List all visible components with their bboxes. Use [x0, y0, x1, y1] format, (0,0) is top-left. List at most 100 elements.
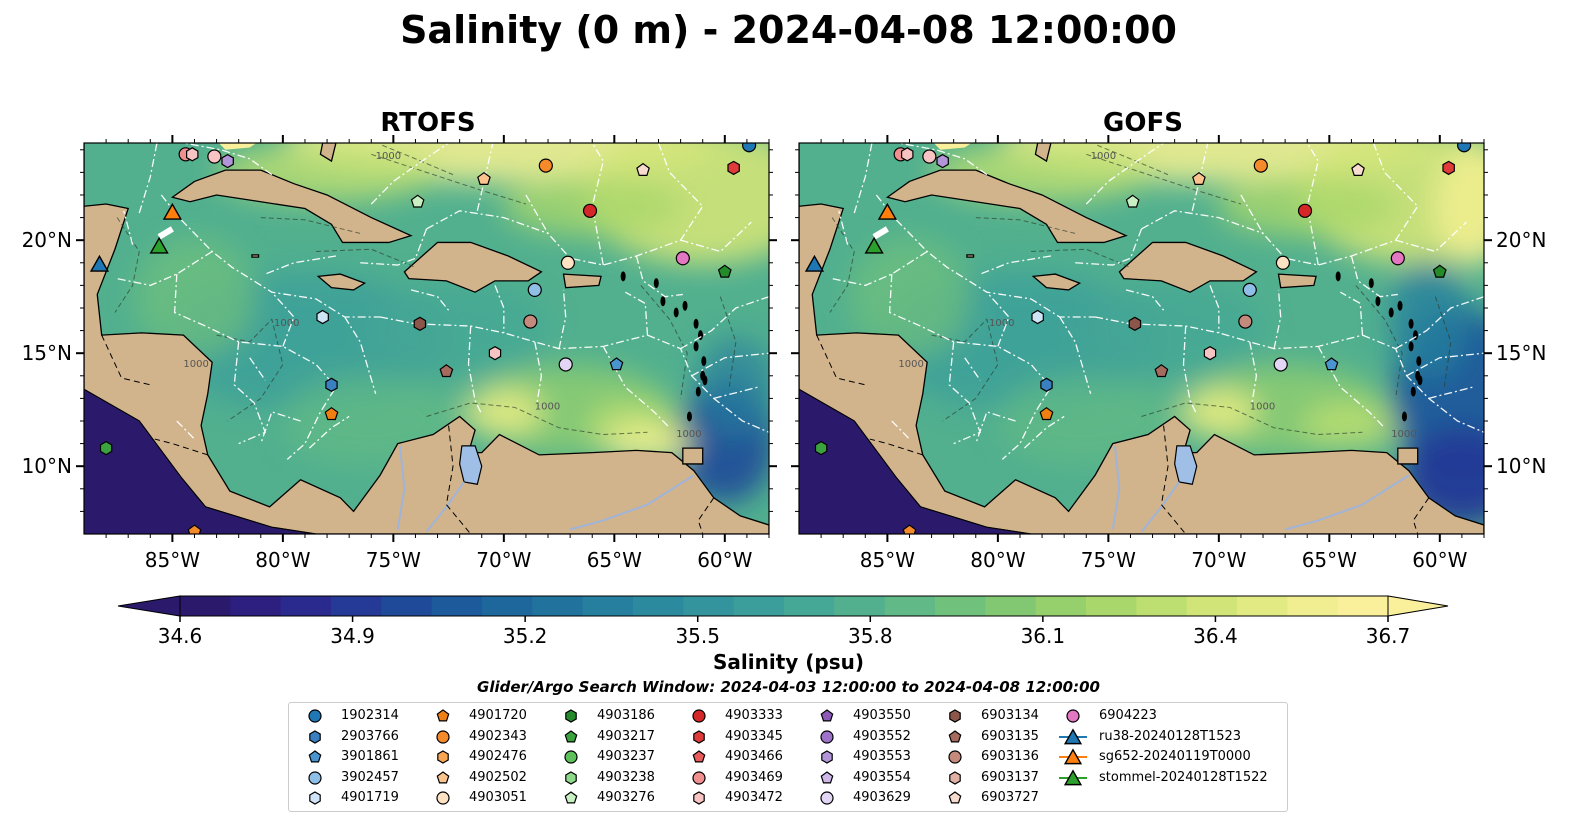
colorbar-tick-label: 35.8 [848, 624, 893, 648]
legend-marker-icon [820, 729, 834, 744]
colorbar-swatch [1186, 596, 1238, 616]
legend-marker-icon [309, 729, 321, 744]
colorbar-swatch [582, 596, 634, 616]
glider-marker [804, 254, 825, 272]
legend-label: 6903134 [981, 708, 1039, 723]
argo-float-marker [1125, 194, 1140, 208]
argo-float-marker [413, 316, 427, 331]
argo-floats [99, 143, 757, 534]
contour-label: 1000 [1091, 151, 1116, 162]
legend-marker-icon [949, 709, 961, 723]
contour-label: 1000 [183, 359, 208, 370]
colorbar-swatch [1136, 596, 1188, 616]
argo-float-marker [936, 153, 949, 169]
argo-float-marker [477, 171, 491, 185]
colorbar-swatch [381, 596, 433, 616]
argo-float-marker [1457, 143, 1472, 153]
legend-label: 4902476 [469, 749, 527, 764]
argo-float-marker [221, 153, 234, 169]
legend-marker-icon [692, 770, 706, 785]
legend-marker-icon [436, 770, 450, 783]
legend-label: 3901861 [341, 749, 399, 764]
argo-floats [814, 143, 1472, 534]
land [84, 143, 769, 534]
argo-float-marker [1297, 203, 1313, 218]
colorbar-tick-label: 36.7 [1366, 624, 1411, 648]
map-frame [798, 142, 1485, 535]
legend-marker-icon [1059, 727, 1087, 744]
lat-tick-label: 10°N [22, 454, 72, 478]
lon-tick-label: 70°W [1191, 548, 1246, 572]
argo-float-marker [558, 357, 573, 372]
legend-label: 4903276 [597, 790, 655, 805]
legend-marker-icon [564, 750, 578, 764]
lat-tick-label: 10°N [1496, 454, 1546, 478]
legend-label: 4901720 [469, 708, 527, 723]
colorbar-extend-high [1387, 595, 1449, 617]
legend-marker-icon [692, 709, 706, 723]
depth-contours: 1000 1000 1000 1000 1000 [114, 144, 737, 440]
argo-float-marker [316, 309, 329, 325]
argo-float-marker [488, 346, 502, 361]
colorbar-swatch [1086, 596, 1137, 616]
argo-float-marker [814, 440, 828, 456]
legend-marker-icon [693, 729, 705, 744]
legend-label: 4903472 [725, 790, 783, 805]
legend-label: 4903238 [597, 769, 655, 785]
colorbar-swatch [935, 596, 986, 616]
legend-marker-icon [436, 709, 450, 722]
lon-tick-label: 70°W [476, 548, 531, 572]
legend-marker-icon [308, 709, 322, 723]
colorbar-tick-label: 36.4 [1193, 624, 1238, 648]
legend-label: 4903550 [853, 708, 911, 723]
legend-marker-icon [1059, 748, 1087, 765]
argo-float-marker [1273, 357, 1288, 372]
lon-tick-label: 80°W [255, 548, 310, 572]
legend-marker-icon [1059, 768, 1087, 785]
legend-marker-icon [1066, 709, 1080, 723]
contour-label: 1000 [1250, 402, 1275, 413]
contour-label: 1000 [989, 318, 1014, 329]
legend-marker-icon [309, 791, 321, 805]
argo-float-marker [1238, 314, 1253, 329]
legend-label: 4903186 [597, 708, 655, 723]
legend-marker-icon [949, 770, 961, 785]
argo-float-marker [187, 524, 202, 534]
legend-marker-icon [565, 709, 577, 723]
lon-tick-label: 75°W [1081, 548, 1136, 572]
legend-marker-icon [436, 729, 450, 744]
eez-boundaries [832, 143, 1484, 460]
argo-float-marker [922, 149, 937, 164]
axis-ticks: 85°W 80°W 75°W 70°W 65°W 60°W 10°N 15°N 20°N [791, 135, 1546, 572]
lon-tick-label: 60°W [697, 548, 752, 572]
colorbar-swatch [482, 596, 533, 616]
axis-ticks: 85°W 80°W 75°W 70°W 65°W 60°W 10°N 15°N 20°N [22, 135, 777, 572]
colorbar-swatch [733, 596, 785, 616]
legend: 1902314 2903766 3901861 3902457 4901719 49017… [288, 702, 1288, 812]
colorbar-swatch [884, 596, 936, 616]
argo-float-marker [675, 251, 690, 266]
legend-marker-icon [564, 791, 578, 804]
legend-label: 4903217 [597, 728, 655, 744]
legend-marker-icon [820, 770, 834, 783]
argo-float-marker [1253, 158, 1268, 173]
legend-label: 4903552 [853, 728, 911, 744]
argo-float-marker [717, 264, 732, 278]
contour-label: 1000 [535, 402, 560, 413]
colorbar: 34.6 34.9 35.2 35.5 35.8 36.1 36.4 36.7 [117, 595, 1449, 648]
legend-label: 4903237 [597, 749, 655, 764]
glider-marker [149, 236, 169, 254]
argo-float-marker [560, 255, 576, 270]
colorbar-frame [179, 595, 1389, 617]
glider-marker [162, 202, 182, 220]
legend-label: 4903333 [725, 708, 783, 723]
argo-float-marker [1432, 264, 1447, 278]
colorbar-swatch [784, 596, 835, 616]
colorbar-swatch [683, 596, 735, 616]
colorbar-swatch [532, 596, 584, 616]
argo-float-marker [1275, 255, 1291, 270]
argo-float-marker [1128, 316, 1142, 331]
argo-float-marker [1390, 251, 1405, 266]
map-frame [83, 142, 770, 535]
